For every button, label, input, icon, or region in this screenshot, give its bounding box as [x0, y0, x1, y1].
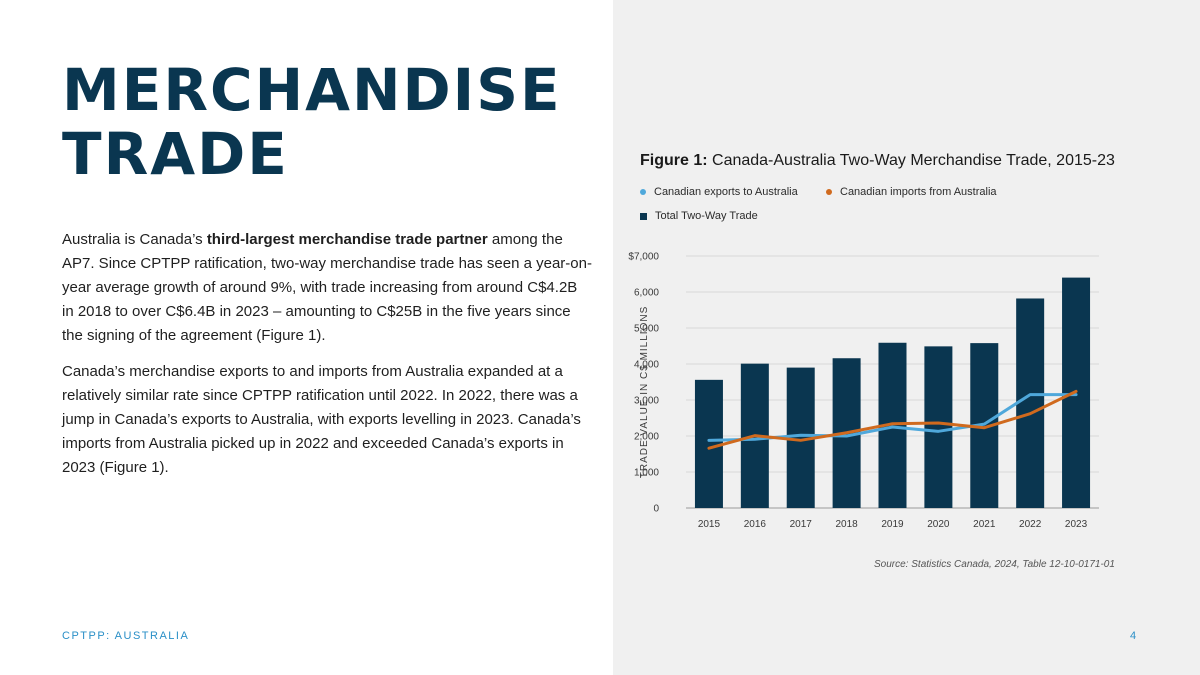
y-tick-label: 3,000	[634, 396, 659, 407]
y-tick-label: 1,000	[634, 468, 659, 479]
x-tick-label: 2021	[973, 519, 996, 530]
y-tick-label: 5,000	[634, 324, 659, 335]
figure-title: Figure 1: Canada-Australia Two-Way Merch…	[640, 152, 1115, 170]
bar-2020	[924, 346, 953, 508]
figure-number: Figure 1:	[640, 152, 708, 169]
paragraph-2: Canada’s merchandise exports to and impo…	[62, 363, 581, 476]
legend-label-exports: Canadian exports to Australia	[654, 186, 798, 198]
y-tick-label: $7,000	[628, 252, 659, 263]
page-title: MERCHANDISE TRADE	[62, 58, 562, 186]
y-tick-label: 0	[653, 504, 659, 515]
imports-line	[707, 389, 1078, 450]
x-tick-label: 2020	[927, 519, 950, 530]
footer-label: CPTPP: AUSTRALIA	[62, 630, 190, 642]
x-tick-label: 2023	[1065, 519, 1088, 530]
bar-2015	[694, 379, 723, 508]
y-tick-label: 6,000	[634, 288, 659, 299]
x-tick-label: 2018	[835, 519, 858, 530]
paragraph-1-rest: among the AP7. Since CPTPP ratification,…	[62, 231, 592, 344]
x-tick-label: 2022	[1019, 519, 1042, 530]
x-tick-label: 2015	[698, 519, 721, 530]
legend-swatch-imports	[826, 189, 832, 195]
bar-2022	[1016, 298, 1045, 508]
legend-item-imports: Canadian imports from Australia	[826, 186, 997, 198]
y-axis-tick-labels: 0 1,000 2,000 3,000 4,000 5,000 6,000 $7,000	[628, 252, 659, 515]
legend-label-imports: Canadian imports from Australia	[840, 186, 997, 198]
chart-bars	[694, 277, 1091, 508]
paragraph-1-start: Australia is Canada’s	[62, 231, 207, 248]
y-tick-label: 2,000	[634, 432, 659, 443]
page-number: 4	[1130, 630, 1137, 642]
source-note: Source: Statistics Canada, 2024, Table 1…	[874, 559, 1115, 570]
legend-item-exports: Canadian exports to Australia	[640, 186, 798, 198]
page-title-line-2: TRADE	[62, 120, 289, 188]
text-panel	[0, 0, 613, 675]
x-axis-tick-labels: 2015 2016 2017 2018 2019 2020 2021 2022 2023	[698, 519, 1088, 530]
legend-item-total: Total Two-Way Trade	[640, 210, 758, 222]
legend-swatch-exports	[640, 189, 646, 195]
paragraph-1-emphasis: third-largest merchandise trade partner	[206, 231, 488, 248]
chart-lines	[707, 389, 1078, 450]
figure-panel	[613, 0, 1200, 675]
paragraph-1: Australia is Canada’s third-largest merc…	[62, 228, 592, 348]
bar-line-chart: 0 1,000 2,000 3,000 4,000 5,000 6,000 $7,000 20…	[628, 252, 1099, 530]
page-title-line-1: MERCHANDISE	[62, 56, 562, 124]
y-tick-label: 4,000	[634, 360, 659, 371]
x-tick-label: 2016	[744, 519, 767, 530]
y-axis-label: TRADE VALUE IN C$ MILLIONS	[639, 306, 650, 479]
legend-label-total: Total Two-Way Trade	[655, 210, 758, 222]
legend-swatch-total	[640, 212, 647, 220]
body-text: Australia is Canada’s third-largest merc…	[62, 228, 592, 492]
x-tick-label: 2019	[881, 519, 904, 530]
figure-title-text: Canada-Australia Two-Way Merchandise Tra…	[707, 152, 1115, 169]
x-tick-label: 2017	[790, 519, 813, 530]
